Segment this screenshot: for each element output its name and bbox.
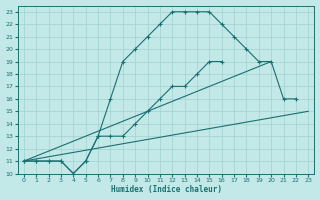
X-axis label: Humidex (Indice chaleur): Humidex (Indice chaleur) (111, 185, 221, 194)
